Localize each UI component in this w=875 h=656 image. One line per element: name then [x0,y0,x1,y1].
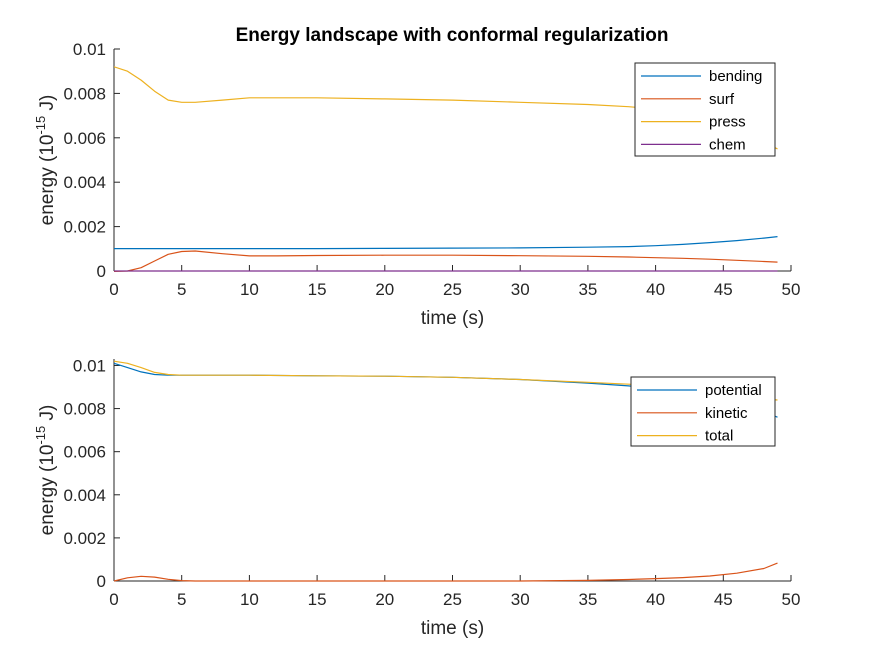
x-tick-label: 45 [714,590,733,609]
y-tick-label: 0.002 [63,218,106,237]
x-tick-label: 25 [443,280,462,299]
x-tick-label: 35 [578,590,597,609]
series-group [114,66,778,272]
x-tick-label: 40 [646,280,665,299]
y-tick-label: 0.01 [73,40,106,59]
bottom-plot: 0 5 10 15 20 25 30 35 40 45 50 0 0.002 0.004 0.006 0.00… [33,356,800,639]
x-tick-label: 50 [782,590,801,609]
y-tick-label: 0.008 [63,400,106,419]
legend-label-potential: potential [705,382,762,399]
legend: bending surf press chem [634,62,776,157]
legend-label-kinetic: kinetic [705,405,748,422]
y-tick-label: 0.004 [63,173,106,192]
x-tick-label: 5 [177,280,186,299]
y-axis-label: energy (10-15 J) [33,95,58,226]
legend: potential kinetic total [630,376,776,447]
x-tick-label: 15 [308,280,327,299]
y-tick-label: 0.006 [63,129,106,148]
y-tick-label: 0.008 [63,84,106,103]
x-axis-label: time (s) [421,308,484,329]
series-line-surf [114,250,778,272]
y-axis-label: energy (10-15 J) [33,405,58,536]
y-tick-label: 0.004 [63,486,106,505]
x-tick-label: 0 [109,280,118,299]
x-tick-label: 30 [511,590,530,609]
legend-label-total: total [705,428,733,445]
y-tick-label: 0 [97,572,106,591]
legend-label-surf: surf [709,91,735,108]
x-tick-label: 50 [782,280,801,299]
x-tick-label: 35 [578,280,597,299]
x-tick-label: 0 [109,590,118,609]
y-tick-label: 0.006 [63,443,106,462]
legend-box [630,376,776,447]
series-line-kinetic [114,562,778,582]
x-axis-label: time (s) [421,618,484,639]
legend-box [634,62,776,157]
x-tick-label: 20 [375,590,394,609]
top-plot: 0 5 10 15 20 25 30 35 40 45 50 0 0.002 0.004 0.006 0.00… [33,40,800,329]
x-tick-label: 45 [714,280,733,299]
x-tick-label: 30 [511,280,530,299]
chart-title: Energy landscape with conformal regulari… [236,25,669,46]
x-tick-label: 40 [646,590,665,609]
x-tick-label: 10 [240,590,259,609]
legend-label-chem: chem [709,136,746,153]
series-line-bending [114,236,778,250]
y-tick-label: 0.002 [63,529,106,548]
x-tick-label: 20 [375,280,394,299]
x-tick-label: 15 [308,590,327,609]
x-tick-label: 5 [177,590,186,609]
legend-label-press: press [709,114,746,131]
y-tick-label: 0.01 [73,356,106,375]
x-tick-label: 10 [240,280,259,299]
y-tick-label: 0 [97,262,106,281]
x-tick-label: 25 [443,590,462,609]
legend-label-bending: bending [709,68,762,85]
